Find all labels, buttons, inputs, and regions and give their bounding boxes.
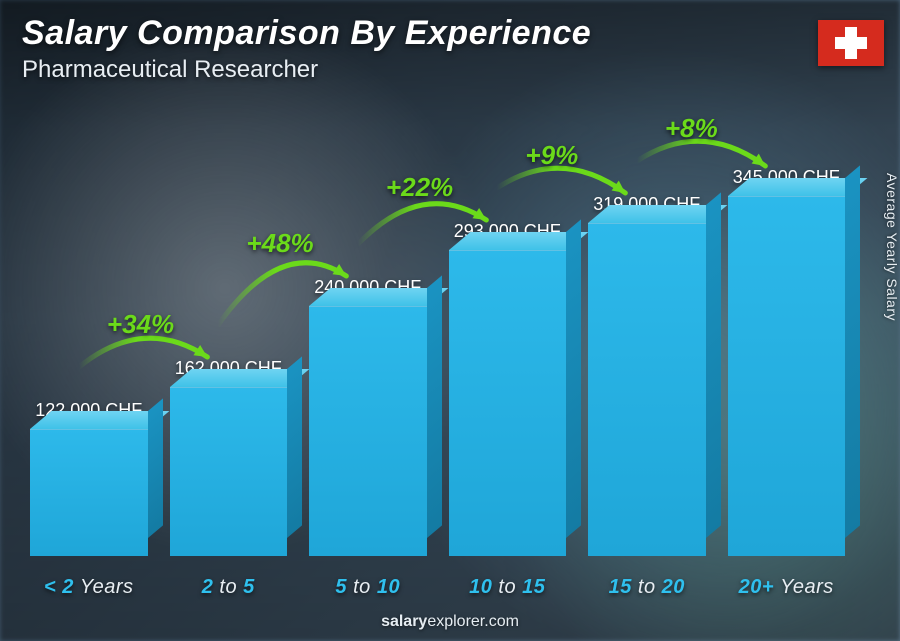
x-axis-label: 2 to 5: [170, 576, 288, 599]
x-axis-label: < 2 Years: [30, 576, 148, 599]
bar: [728, 196, 846, 556]
x-axis-label: 5 to 10: [309, 576, 427, 599]
footer-brand-rest: explorer.com: [427, 613, 519, 630]
bar-column: 122,000 CHF: [30, 400, 148, 556]
y-axis-label: Average Yearly Salary: [884, 173, 900, 321]
footer-brand-bold: salary: [381, 613, 427, 630]
bar-chart: 122,000 CHF162,000 CHF240,000 CHF293,000…: [30, 100, 845, 556]
bar-column: 240,000 CHF: [309, 277, 427, 556]
bar: [170, 387, 288, 556]
bar-column: 319,000 CHF: [588, 194, 706, 556]
delta-label: +8%: [665, 113, 718, 144]
swiss-flag-icon: [818, 20, 884, 66]
bar: [30, 429, 148, 556]
page-subtitle: Pharmaceutical Researcher: [22, 56, 318, 84]
bar: [309, 306, 427, 556]
bar: [588, 223, 706, 556]
delta-label: +48%: [246, 228, 313, 259]
bar-column: 345,000 CHF: [728, 167, 846, 556]
x-axis-label: 20+ Years: [728, 576, 846, 599]
bar-column: 162,000 CHF: [170, 358, 288, 556]
x-axis-label: 10 to 15: [449, 576, 567, 599]
delta-label: +9%: [525, 140, 578, 171]
bar: [449, 250, 567, 556]
bar-column: 293,000 CHF: [449, 221, 567, 556]
infographic-stage: Salary Comparison By Experience Pharmace…: [0, 0, 900, 641]
footer-brand: salaryexplorer.com: [0, 613, 900, 631]
x-axis: < 2 Years 2 to 5 5 to 10 10 to 15 15 to 20 20…: [30, 576, 845, 599]
delta-label: +22%: [386, 172, 453, 203]
delta-label: +34%: [107, 309, 174, 340]
page-title: Salary Comparison By Experience: [22, 14, 591, 53]
x-axis-label: 15 to 20: [588, 576, 706, 599]
